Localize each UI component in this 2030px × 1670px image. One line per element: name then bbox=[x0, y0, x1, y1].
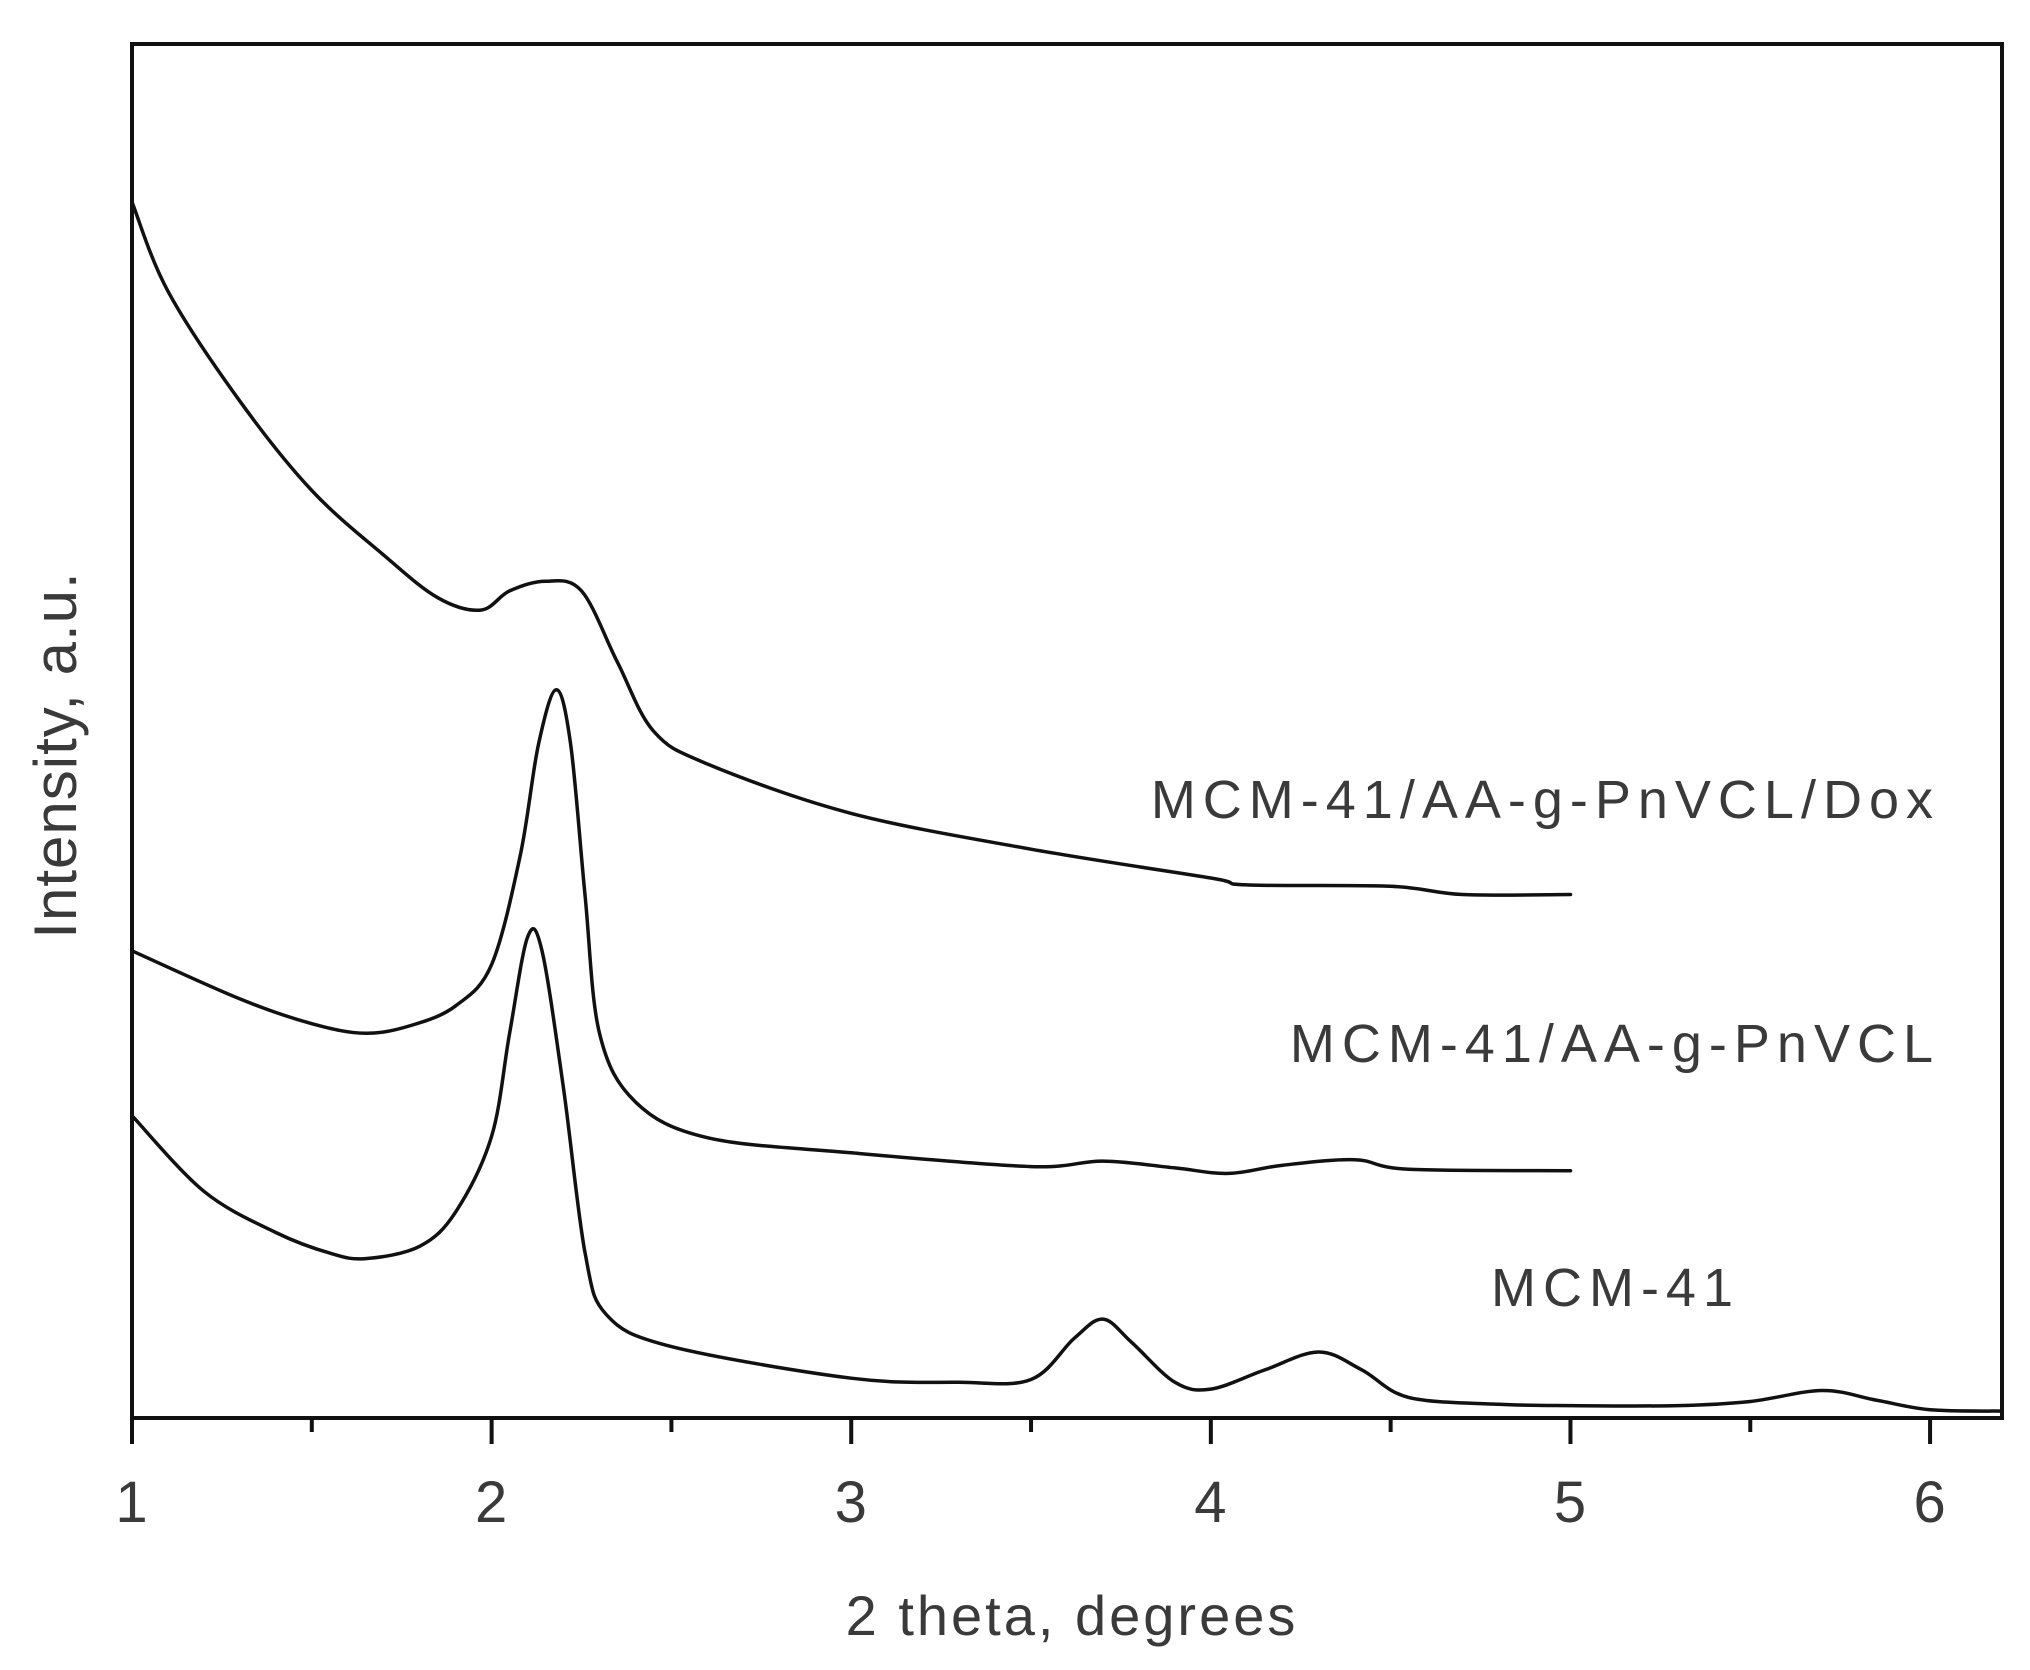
x-tick-label: 5 bbox=[1554, 1470, 1587, 1535]
y-axis-title: Intensity, a.u. bbox=[22, 571, 89, 938]
series-line-2 bbox=[130, 688, 1573, 1176]
x-axis-title: 2 theta, degrees bbox=[846, 1584, 1299, 1647]
series-labels: MCM-41/AA-g-PnVCL/Dox MCM-41/AA-g-PnVCL MC… bbox=[1151, 770, 1940, 1318]
x-axis-ticks bbox=[130, 1418, 1933, 1444]
x-tick-label: 2 bbox=[475, 1470, 508, 1535]
series-line-1 bbox=[130, 200, 1573, 897]
series-lines bbox=[130, 200, 2004, 1413]
x-tick-label: 4 bbox=[1194, 1470, 1227, 1535]
x-tick-label: 1 bbox=[115, 1470, 148, 1535]
plot-frame bbox=[130, 42, 2004, 1420]
x-tick-label: 6 bbox=[1913, 1470, 1946, 1535]
series-line-3 bbox=[130, 927, 2004, 1413]
series-label-3: MCM-41 bbox=[1491, 1258, 1740, 1318]
x-tick-label: 3 bbox=[835, 1470, 868, 1535]
series-label-1: MCM-41/AA-g-PnVCL/Dox bbox=[1151, 770, 1940, 830]
series-label-2: MCM-41/AA-g-PnVCL bbox=[1290, 1014, 1940, 1074]
x-axis-tick-labels: 1 2 3 4 5 6 bbox=[115, 1470, 1946, 1535]
